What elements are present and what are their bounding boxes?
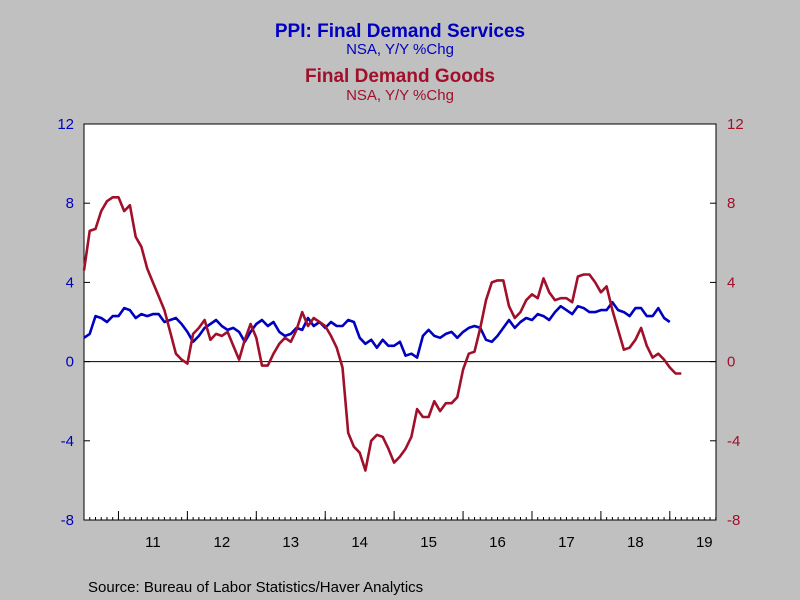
y-tick-label-left: 12 <box>57 116 74 133</box>
y-tick-label-left: 0 <box>66 354 74 371</box>
y-tick-label-left: -4 <box>61 433 74 450</box>
x-tick-label: 12 <box>213 534 230 551</box>
plot-area <box>83 123 717 521</box>
chart-subtitle: NSA, Y/Y %Chg <box>346 41 454 58</box>
x-tick-label: 14 <box>351 534 368 551</box>
x-tick-label: 19 <box>696 534 713 551</box>
x-tick-label: 13 <box>282 534 299 551</box>
x-tick-label: 17 <box>558 534 575 551</box>
y-tick-label-left: 8 <box>66 195 74 212</box>
y-tick-label-right: -4 <box>727 433 740 450</box>
x-tick-label: 15 <box>420 534 437 551</box>
source-note: Source: Bureau of Labor Statistics/Haver… <box>88 579 424 596</box>
x-tick-label: 11 <box>145 534 161 551</box>
y-tick-label-right: 12 <box>727 116 744 133</box>
y-tick-label-left: -8 <box>61 512 74 529</box>
x-tick-label: 16 <box>489 534 506 551</box>
y-tick-label-right: 4 <box>727 274 735 291</box>
chart-subtitle-secondary: NSA, Y/Y %Chg <box>346 87 454 104</box>
y-tick-label-right: -8 <box>727 512 740 529</box>
y-tick-label-left: 4 <box>66 274 74 291</box>
x-tick-label: 18 <box>627 534 644 551</box>
chart-title: PPI: Final Demand Services <box>274 21 526 42</box>
y-tick-label-right: 8 <box>727 195 735 212</box>
y-tick-label-right: 0 <box>727 354 735 371</box>
chart-title-secondary: Final Demand Goods <box>304 66 496 87</box>
